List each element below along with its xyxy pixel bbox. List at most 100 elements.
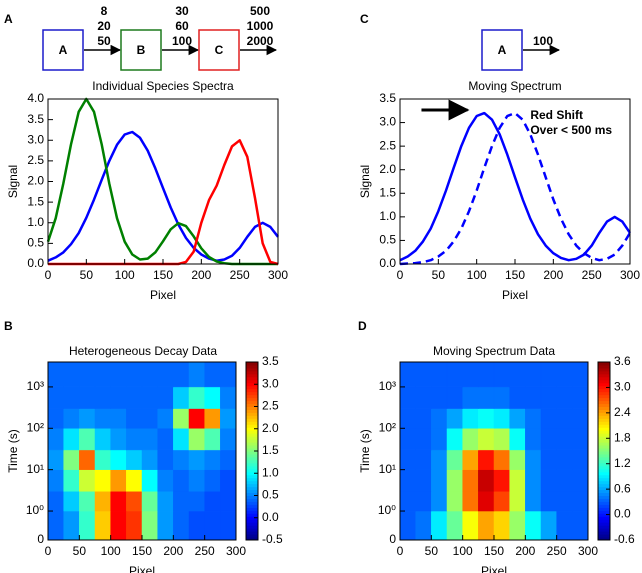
heatmap-cell xyxy=(126,469,143,492)
heatmap-cell xyxy=(204,510,221,541)
heatmap-cell xyxy=(157,408,174,429)
colorbar-slice xyxy=(598,433,610,437)
species-box xyxy=(120,29,162,71)
heatmap-cell xyxy=(572,510,589,541)
heatmap-cell xyxy=(188,491,205,512)
annotation: Over < 500 ms xyxy=(530,123,612,137)
colorbar-slice xyxy=(246,480,258,485)
colorbar-tick-label: -0.5 xyxy=(262,532,283,546)
heatmap-cell xyxy=(431,361,448,388)
species-box xyxy=(42,29,84,71)
heatmap-cell xyxy=(415,361,432,388)
colorbar-slice xyxy=(246,534,258,538)
colorbar-tick-label: 0.0 xyxy=(262,510,279,524)
heatmap-cell xyxy=(462,361,479,388)
x-tick-label: 250 xyxy=(547,544,567,558)
heatmap-cell xyxy=(509,408,526,429)
colorbar-slice xyxy=(246,510,258,514)
panel-label: D xyxy=(358,319,367,333)
colorbar-slice xyxy=(246,471,258,476)
y-tick-label: 10¹ xyxy=(379,462,396,476)
y-tick-label: 2.0 xyxy=(379,162,396,176)
heatmap-cell xyxy=(110,361,127,388)
heatmap-cell xyxy=(94,408,111,429)
colorbar-slice xyxy=(246,459,258,464)
heatmap-cell xyxy=(47,386,64,409)
heatmap-cell xyxy=(509,510,526,541)
species-box xyxy=(198,29,240,71)
heatmap-cell xyxy=(415,408,432,429)
colorbar-slice xyxy=(598,397,610,402)
colorbar-tick-label: 3.5 xyxy=(262,354,279,368)
heatmap-cell xyxy=(509,361,526,388)
colorbar-tick-label: 3.0 xyxy=(262,376,279,390)
colorbar-slice xyxy=(246,421,258,425)
heatmap-cell xyxy=(493,491,510,512)
heatmap-cell xyxy=(399,510,416,541)
heatmap-cell xyxy=(141,386,158,409)
colorbar-slice xyxy=(246,507,258,511)
colorbar-slice xyxy=(598,501,610,505)
heatmap-cell xyxy=(157,386,174,409)
colorbar-slice xyxy=(598,516,610,520)
colorbar-slice xyxy=(246,430,258,434)
heatmap-cell xyxy=(188,428,205,451)
y-tick-label: 1.5 xyxy=(379,185,396,199)
colorbar-slice xyxy=(246,525,258,529)
heatmap-cell xyxy=(110,408,127,429)
heatmap-cell xyxy=(493,386,510,409)
heatmap-cell xyxy=(525,491,542,512)
colorbar-slice xyxy=(246,362,258,366)
heatmap-cell xyxy=(493,428,510,451)
x-tick-label: 100 xyxy=(453,544,473,558)
panel-label: B xyxy=(4,319,13,333)
colorbar-tick-label: 1.0 xyxy=(262,465,279,479)
rate-label: 100 xyxy=(172,34,192,48)
colorbar-slice xyxy=(598,471,610,476)
heatmap-cell xyxy=(478,510,495,541)
heatmap-cell xyxy=(525,408,542,429)
heatmap-cell xyxy=(572,449,589,470)
heatmap-cell xyxy=(126,491,143,512)
heatmap-cell xyxy=(63,386,80,409)
colorbar-slice xyxy=(598,451,610,455)
colorbar-slice xyxy=(598,436,610,440)
heatmap-cell xyxy=(173,491,190,512)
heatmap-cell xyxy=(540,386,557,409)
rate-label: 500 xyxy=(250,4,270,18)
heatmap-cell xyxy=(525,428,542,451)
heatmap-cell xyxy=(462,469,479,492)
colorbar-slice xyxy=(598,412,610,416)
colorbar-slice xyxy=(246,412,258,416)
colorbar-slice xyxy=(598,421,610,425)
series-line xyxy=(48,139,279,266)
colorbar-slice xyxy=(598,439,610,443)
heatmap-cell xyxy=(415,428,432,451)
colorbar-slice xyxy=(598,415,610,419)
heatmap-cell xyxy=(173,408,190,429)
heatmap-cell xyxy=(94,510,111,541)
colorbar-frame xyxy=(597,361,611,541)
species-label: A xyxy=(498,43,507,57)
heatmap-cell xyxy=(173,428,190,451)
heatmap-cell xyxy=(141,469,158,492)
y-tick-label: 0.5 xyxy=(27,236,44,250)
colorbar-slice xyxy=(246,439,258,443)
heatmap-cell xyxy=(415,386,432,409)
heatmap-cell xyxy=(94,428,111,451)
heatmap-cell xyxy=(141,491,158,512)
heatmap-cell xyxy=(478,408,495,429)
heatmap-cell xyxy=(110,449,127,470)
x-tick-label: 300 xyxy=(268,268,288,282)
colorbar-slice xyxy=(598,456,610,461)
x-tick-label: 200 xyxy=(515,544,535,558)
rate-label: 2000 xyxy=(247,34,274,48)
heatmap-cell xyxy=(204,386,221,409)
heatmap-cell xyxy=(110,386,127,409)
colorbar-slice xyxy=(246,483,258,488)
colorbar-slice xyxy=(598,528,610,532)
y-tick-label: 4.0 xyxy=(27,91,44,105)
heatmap-cell xyxy=(399,361,416,388)
heatmap-cell xyxy=(157,449,174,470)
colorbar-slice xyxy=(246,403,258,407)
